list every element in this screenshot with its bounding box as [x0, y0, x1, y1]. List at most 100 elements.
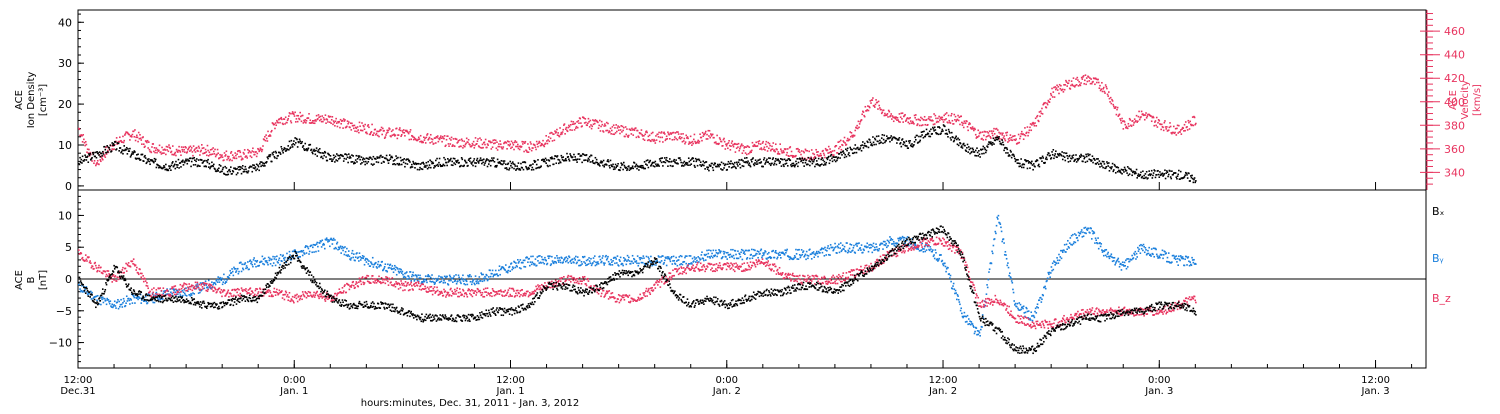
data-point: [251, 166, 253, 168]
data-point: [704, 132, 706, 134]
data-point: [1186, 174, 1188, 176]
data-point: [109, 303, 111, 305]
data-point: [661, 157, 663, 159]
data-point: [655, 264, 657, 266]
data-point: [1031, 124, 1033, 126]
data-point: [321, 156, 323, 158]
data-point: [253, 259, 255, 261]
data-point: [195, 151, 197, 153]
data-point: [666, 265, 668, 267]
data-point: [590, 258, 592, 260]
data-point: [448, 280, 450, 282]
data-point: [558, 163, 560, 165]
data-point: [651, 164, 653, 166]
data-point: [520, 163, 522, 165]
data-point: [126, 295, 128, 297]
data-point: [781, 150, 783, 152]
data-point: [1094, 159, 1096, 161]
data-point: [932, 120, 934, 122]
data-point: [290, 120, 292, 122]
data-point: [526, 257, 528, 259]
data-point: [600, 126, 602, 128]
data-point: [1188, 173, 1190, 175]
data-point: [516, 165, 518, 167]
data-point: [1151, 170, 1153, 172]
data-point: [844, 154, 846, 156]
data-point: [764, 157, 766, 159]
data-point: [854, 252, 856, 254]
data-point: [856, 152, 858, 154]
data-point: [760, 143, 762, 145]
data-point: [564, 133, 566, 135]
data-point: [266, 260, 268, 262]
data-point: [607, 258, 609, 260]
data-point: [748, 250, 750, 252]
data-point: [1193, 182, 1195, 184]
data-point: [381, 261, 383, 263]
data-point: [380, 265, 382, 267]
data-point: [499, 265, 501, 267]
data-point: [253, 151, 255, 153]
data-point: [902, 144, 904, 146]
data-point: [103, 153, 105, 155]
data-point: [707, 138, 709, 140]
data-point: [739, 148, 741, 150]
data-point: [842, 144, 844, 146]
data-point: [982, 146, 984, 148]
data-point: [667, 165, 669, 167]
data-point: [482, 162, 484, 164]
data-point: [1193, 125, 1195, 127]
data-point: [1019, 138, 1021, 140]
data-point: [170, 291, 172, 293]
data-point: [979, 153, 981, 155]
data-point: [931, 133, 933, 135]
data-point: [184, 293, 186, 295]
data-point: [312, 247, 314, 249]
data-point: [953, 123, 955, 125]
data-point: [443, 157, 445, 159]
data-point: [368, 260, 370, 262]
data-point: [591, 128, 593, 130]
data-point: [1170, 178, 1172, 180]
data-point: [661, 131, 663, 133]
data-point: [618, 265, 620, 267]
data-point: [601, 121, 603, 123]
data-point: [691, 144, 693, 146]
data-point: [574, 257, 576, 259]
data-point: [392, 129, 394, 131]
data-point: [1152, 175, 1154, 177]
data-point: [1194, 117, 1196, 119]
data-point: [346, 248, 348, 250]
data-point: [1171, 170, 1173, 172]
data-point: [786, 152, 788, 154]
data-point: [342, 127, 344, 129]
data-point: [1111, 168, 1113, 170]
data-point: [214, 153, 216, 155]
data-point: [684, 261, 686, 263]
data-point: [267, 262, 269, 264]
data-point: [377, 264, 379, 266]
data-point: [1163, 130, 1165, 132]
data-point: [636, 168, 638, 170]
data-point: [435, 142, 437, 144]
data-point: [628, 135, 630, 137]
data-point: [535, 160, 537, 162]
data-point: [406, 271, 408, 273]
data-point: [373, 163, 375, 165]
data-point: [1143, 175, 1145, 177]
data-point: [455, 274, 457, 276]
data-point: [352, 155, 354, 157]
data-point: [404, 166, 406, 168]
data-point: [984, 147, 986, 149]
data-point: [316, 243, 318, 245]
data-point: [309, 251, 311, 253]
data-point: [529, 265, 531, 267]
data-point: [811, 159, 813, 161]
data-point: [487, 279, 489, 281]
data-point: [825, 164, 827, 166]
data-point: [432, 139, 434, 141]
data-point: [206, 155, 208, 157]
data-point: [299, 140, 301, 142]
data-point: [397, 138, 399, 140]
data-point: [662, 165, 664, 167]
